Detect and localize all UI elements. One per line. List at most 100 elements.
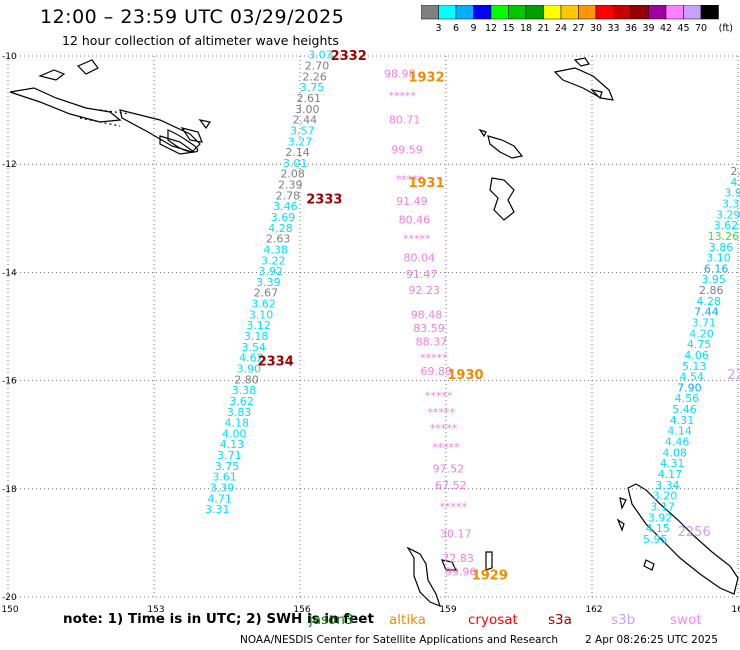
wave-height-value: 7.44: [694, 306, 719, 319]
pass-time-label: 1929: [472, 568, 508, 583]
wave-height-value: 3.12: [246, 319, 271, 332]
colorbar-label: 70: [695, 23, 707, 34]
x-tick-label: 156: [293, 605, 310, 615]
wave-height-value: 4.: [730, 176, 740, 189]
wave-height-value: 3.17: [650, 500, 675, 513]
wave-height-value: 92.23: [408, 284, 440, 297]
wave-height-value: 91.49: [396, 195, 428, 208]
wave-height-value: 3.92: [259, 265, 284, 278]
wave-height-value: 4.38: [263, 243, 288, 256]
wave-height-value: 98.48: [411, 308, 443, 321]
wave-height-value: *****: [403, 233, 431, 246]
wave-height-value: 98.98: [384, 68, 416, 81]
wave-height-value: 3.62: [251, 298, 276, 311]
coastline-choiseul: [167, 129, 199, 153]
time-labels-layer: 2332 1932 1931 2333 1930 2334 1929 22 2256: [258, 49, 740, 583]
wave-height-value: 3.95: [701, 273, 726, 286]
wave-height-value: 4.31: [660, 457, 685, 470]
wave-height-value: 3.22: [261, 254, 286, 267]
wave-height-value: 3.83: [227, 406, 252, 419]
wave-height-value: 2.08: [280, 168, 305, 181]
colorbar-label: 36: [625, 23, 637, 34]
wave-height-value: 3.62: [229, 395, 254, 408]
wave-height-value: 30.17: [440, 527, 472, 540]
coastline-solomon: [9, 59, 211, 155]
legend-s3b: s3b: [611, 612, 636, 628]
wave-height-value: 3.20: [653, 490, 678, 503]
wave-height-value: 3.39: [256, 276, 281, 289]
wave-height-value: *****: [440, 500, 468, 513]
wave-height-value: 4.18: [224, 417, 249, 430]
wave-height-value: 2.78: [276, 189, 301, 202]
wave-height-value: 4.17: [658, 468, 683, 481]
wave-height-value: 5.95: [643, 533, 668, 546]
colorbar-unit: (ft): [719, 23, 733, 34]
wave-height-value: 97.52: [433, 463, 465, 476]
wave-height-value: *****: [432, 441, 460, 454]
colorbar-label: 30: [590, 23, 602, 34]
colorbar-label: 42: [660, 23, 672, 34]
wave-height-value: 3.54: [242, 341, 267, 354]
wave-height-value: 3.90: [237, 362, 262, 375]
wave-height-value: 3.01: [283, 157, 308, 170]
colorbar-label: 12: [485, 23, 497, 34]
footer: NOAA/NESDIS Center for Satellite Applica…: [0, 633, 740, 650]
colorbar-label: 33: [607, 23, 619, 34]
legend-s3a: s3a: [548, 612, 572, 628]
wave-height-value: 3.86: [709, 241, 734, 254]
wave-height-value: 80.71: [389, 114, 421, 127]
wave-height-value: 2.44: [293, 114, 318, 127]
wave-height-value: 3.34: [655, 479, 680, 492]
wave-height-value: 4.28: [268, 222, 293, 235]
wave-height-value: *****: [388, 89, 416, 102]
colorbar-label: 45: [677, 23, 689, 34]
wave-height-value: 3.46: [273, 200, 298, 213]
wave-height-value: *****: [427, 406, 455, 419]
x-tick-label: 165: [731, 605, 740, 615]
colorbar-label: 39: [642, 23, 654, 34]
legend-jason3: jason3: [309, 612, 354, 628]
footer-credit: NOAA/NESDIS Center for Satellite Applica…: [240, 634, 558, 646]
wave-height-value: 4.00: [222, 427, 247, 440]
colorbar-label: 18: [520, 23, 532, 34]
pass-time-label: 1931: [408, 176, 444, 191]
wave-height-value: 4.56: [675, 392, 700, 405]
wave-height-value: 2.: [730, 165, 740, 178]
y-tick-label: -14: [2, 268, 17, 278]
coastline-dots-solomon: [79, 109, 131, 127]
wave-height-value: 4.71: [207, 492, 232, 505]
colorbar-label: 24: [555, 23, 567, 34]
wave-height-value: 4.75: [687, 338, 712, 351]
wave-height-value: 13.26: [708, 230, 740, 243]
wave-height-value: 2.86: [699, 284, 724, 297]
coastline-new-caledonia: [616, 483, 739, 595]
wave-height-value: 3.69: [271, 211, 296, 224]
wave-height-value: 3.75: [300, 81, 325, 94]
wave-height-value: 3.57: [290, 124, 315, 137]
note-text: note: 1) Time is in UTC; 2) SWH is in fe…: [63, 611, 374, 627]
wave-height-value: 3.62: [714, 219, 739, 232]
colorbar-label: 21: [537, 23, 549, 34]
wave-height-value: 67.52: [435, 479, 467, 492]
coastline-rennell: [478, 128, 524, 159]
legend-swot: swot: [670, 612, 702, 628]
wave-height-value: 4.08: [662, 446, 687, 459]
wave-height-value: 99.59: [391, 143, 423, 156]
colorbar-label: 3: [435, 23, 441, 34]
wave-height-value: 4.46: [665, 436, 690, 449]
wave-height-value: 2.63: [266, 233, 291, 246]
wave-height-value: 91.47: [406, 268, 438, 281]
wave-height-value: 4.14: [667, 425, 692, 438]
wave-height-value: 72.83: [442, 552, 474, 565]
footer-timestamp: 2 Apr 08:26:25 UTC 2025: [585, 634, 718, 646]
coastline-layer: [9, 57, 739, 608]
wave-height-value: 2.70: [305, 60, 330, 73]
colorbar-label: 6: [453, 23, 459, 34]
pass-time-label: 1932: [408, 71, 444, 86]
x-tick-label: 153: [147, 605, 164, 615]
wave-height-value: 2.67: [254, 287, 279, 300]
wave-height-value: 3.71: [692, 317, 717, 330]
pass-time-label: 22: [727, 368, 740, 383]
legend-cryosat: cryosat: [468, 612, 518, 628]
